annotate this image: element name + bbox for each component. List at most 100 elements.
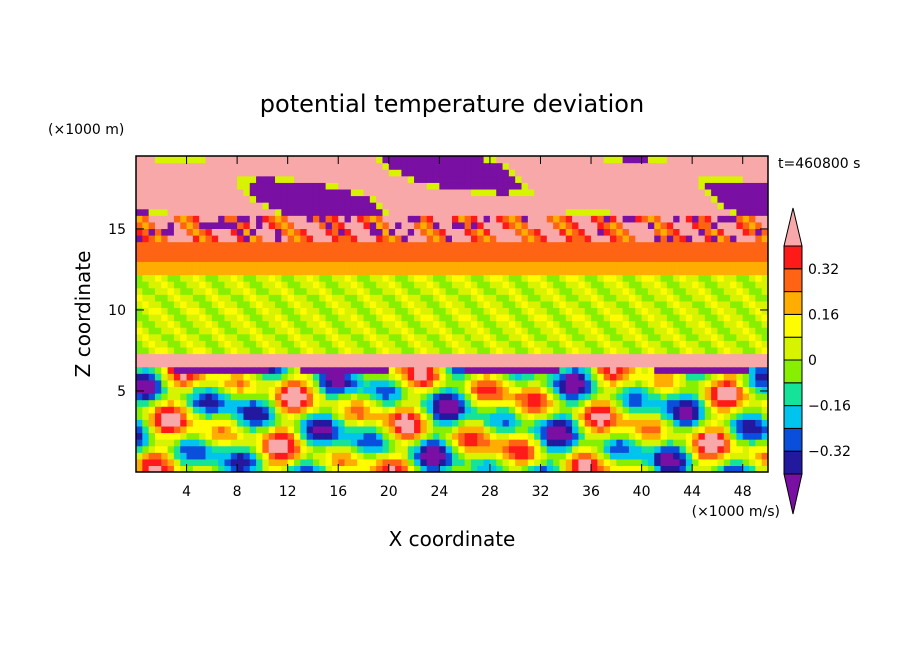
heatmap-cell: [578, 195, 586, 203]
heatmap-cell: [591, 195, 598, 203]
heatmap-cell: [704, 162, 712, 170]
heatmap-cell: [458, 188, 466, 197]
heatmap-cell: [761, 445, 768, 453]
heatmap-cell: [464, 294, 472, 302]
heatmap-cell: [527, 254, 535, 262]
heatmap-cell: [673, 175, 681, 183]
heatmap-cell: [452, 445, 459, 453]
heatmap-cell: [237, 327, 245, 335]
heatmap-cell: [414, 221, 421, 230]
heatmap-cell: [477, 215, 485, 223]
heatmap-cell: [673, 327, 681, 335]
heatmap-cell: [237, 215, 245, 223]
heatmap-cell: [452, 202, 459, 210]
heatmap-cell: [578, 393, 586, 401]
heatmap-cell: [331, 254, 339, 262]
heatmap-cell: [508, 274, 516, 282]
heatmap-cell: [218, 360, 226, 368]
heatmap-cell: [414, 287, 421, 295]
heatmap-cell: [546, 202, 554, 210]
heatmap-cell: [224, 445, 232, 453]
heatmap-cell: [742, 188, 750, 197]
heatmap-cell: [755, 267, 763, 276]
heatmap-cell: [730, 333, 737, 341]
heatmap-cell: [154, 314, 162, 322]
heatmap-cell: [647, 267, 655, 276]
heatmap-cell: [350, 425, 358, 434]
heatmap-cell: [679, 188, 687, 197]
heatmap-cell: [622, 452, 630, 460]
heatmap-cell: [723, 202, 731, 210]
heatmap-cell: [262, 175, 270, 183]
heatmap-cell: [173, 393, 181, 401]
heatmap-cell: [698, 419, 706, 427]
heatmap-cell: [136, 188, 143, 197]
heatmap-cell: [610, 333, 617, 341]
heatmap-cell: [338, 320, 346, 328]
heatmap-cell: [572, 188, 579, 197]
heatmap-cell: [395, 340, 403, 348]
heatmap-cell: [382, 254, 390, 262]
heatmap-cell: [357, 241, 365, 249]
heatmap-cell: [761, 221, 768, 230]
heatmap-cell: [527, 195, 535, 203]
heatmap-cell: [136, 314, 143, 322]
heatmap-cell: [211, 221, 219, 230]
heatmap-cell: [180, 340, 188, 348]
heatmap-cell: [148, 373, 156, 381]
heatmap-cell: [761, 465, 768, 472]
heatmap-cell: [723, 360, 731, 368]
heatmap-cell: [736, 287, 744, 295]
heatmap-cell: [470, 419, 478, 427]
heatmap-cell: [224, 379, 232, 388]
heatmap-cell: [186, 360, 194, 368]
heatmap-cell: [237, 458, 245, 467]
heatmap-cell: [521, 465, 529, 472]
heatmap-cell: [433, 373, 440, 381]
heatmap-cell: [553, 340, 561, 348]
heatmap-cell: [521, 182, 529, 190]
heatmap-cell: [717, 399, 725, 407]
heatmap-cell: [287, 195, 295, 203]
heatmap-cell: [388, 208, 396, 216]
heatmap-cell: [357, 320, 365, 328]
heatmap-cell: [218, 182, 226, 190]
heatmap-cell: [344, 353, 352, 361]
heatmap-cell: [673, 346, 681, 355]
x-tick-label: 20: [380, 484, 398, 500]
heatmap-cell: [578, 248, 586, 256]
heatmap-cell: [711, 465, 719, 472]
heatmap-cell: [723, 221, 731, 230]
heatmap-cell: [426, 386, 434, 394]
heatmap-cell: [723, 458, 731, 467]
heatmap-cell: [685, 287, 693, 295]
heatmap-cell: [470, 169, 478, 177]
heatmap-cell: [275, 439, 282, 447]
heatmap-cell: [578, 314, 586, 322]
heatmap-cell: [325, 320, 333, 328]
heatmap-cell: [515, 373, 523, 381]
heatmap-cell: [445, 215, 453, 223]
heatmap-cell: [698, 340, 706, 348]
heatmap-cell: [211, 235, 219, 243]
heatmap-cell: [508, 373, 516, 381]
heatmap-cell: [452, 274, 459, 282]
heatmap-cell: [281, 327, 289, 335]
heatmap-cell: [452, 399, 459, 407]
heatmap-cell: [704, 188, 712, 197]
heatmap-cell: [660, 175, 668, 183]
heatmap-cell: [736, 235, 744, 243]
heatmap-cell: [256, 425, 263, 434]
heatmap-cell: [136, 307, 143, 315]
heatmap-cell: [319, 241, 327, 249]
heatmap-cell: [414, 412, 421, 420]
heatmap-cell: [704, 215, 712, 223]
heatmap-cell: [154, 458, 162, 467]
heatmap-cell: [660, 327, 668, 335]
heatmap-cell: [610, 182, 617, 190]
heatmap-cell: [249, 261, 257, 269]
heatmap-cell: [584, 333, 592, 341]
heatmap-cell: [546, 373, 554, 381]
heatmap-cell: [572, 439, 579, 447]
heatmap-cell: [496, 202, 504, 210]
